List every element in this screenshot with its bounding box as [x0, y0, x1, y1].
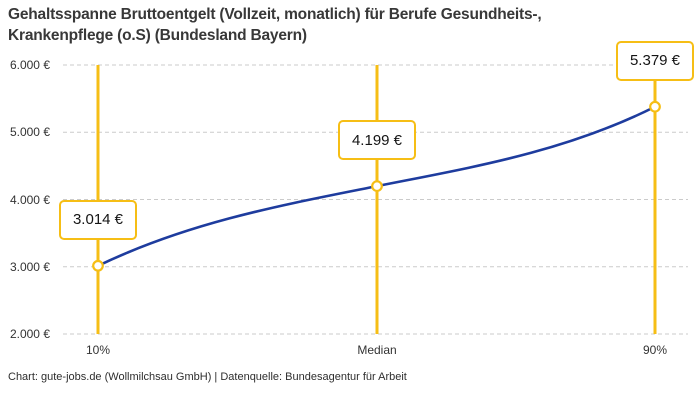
y-axis-tick-label: 4.000 € [9, 192, 50, 207]
y-axis-tick-label: 3.000 € [9, 259, 50, 274]
data-point-marker [649, 100, 661, 113]
value-callout-10pct: 3.014 € [59, 199, 137, 240]
chart-credit: Chart: gute-jobs.de (Wollmilchsau GmbH) … [8, 371, 407, 383]
x-axis-tick-label-median: Median [357, 343, 397, 357]
x-axis-tick-label-90pct: 90% [642, 343, 668, 357]
y-axis-tick-label: 6.000 € [9, 58, 50, 72]
chart-title: Gehaltsspanne Bruttoentgelt (Vollzeit, m… [8, 6, 542, 44]
x-axis-tick-label-10pct: 10% [85, 343, 111, 357]
data-point-marker [371, 180, 383, 193]
y-axis-tick-label: 2.000 € [9, 327, 50, 341]
value-callout-90pct: 5.379 € [616, 40, 694, 81]
y-axis-tick-label: 5.000 € [9, 125, 50, 140]
data-point-marker [92, 259, 104, 272]
value-callout-median: 4.199 € [338, 120, 416, 161]
